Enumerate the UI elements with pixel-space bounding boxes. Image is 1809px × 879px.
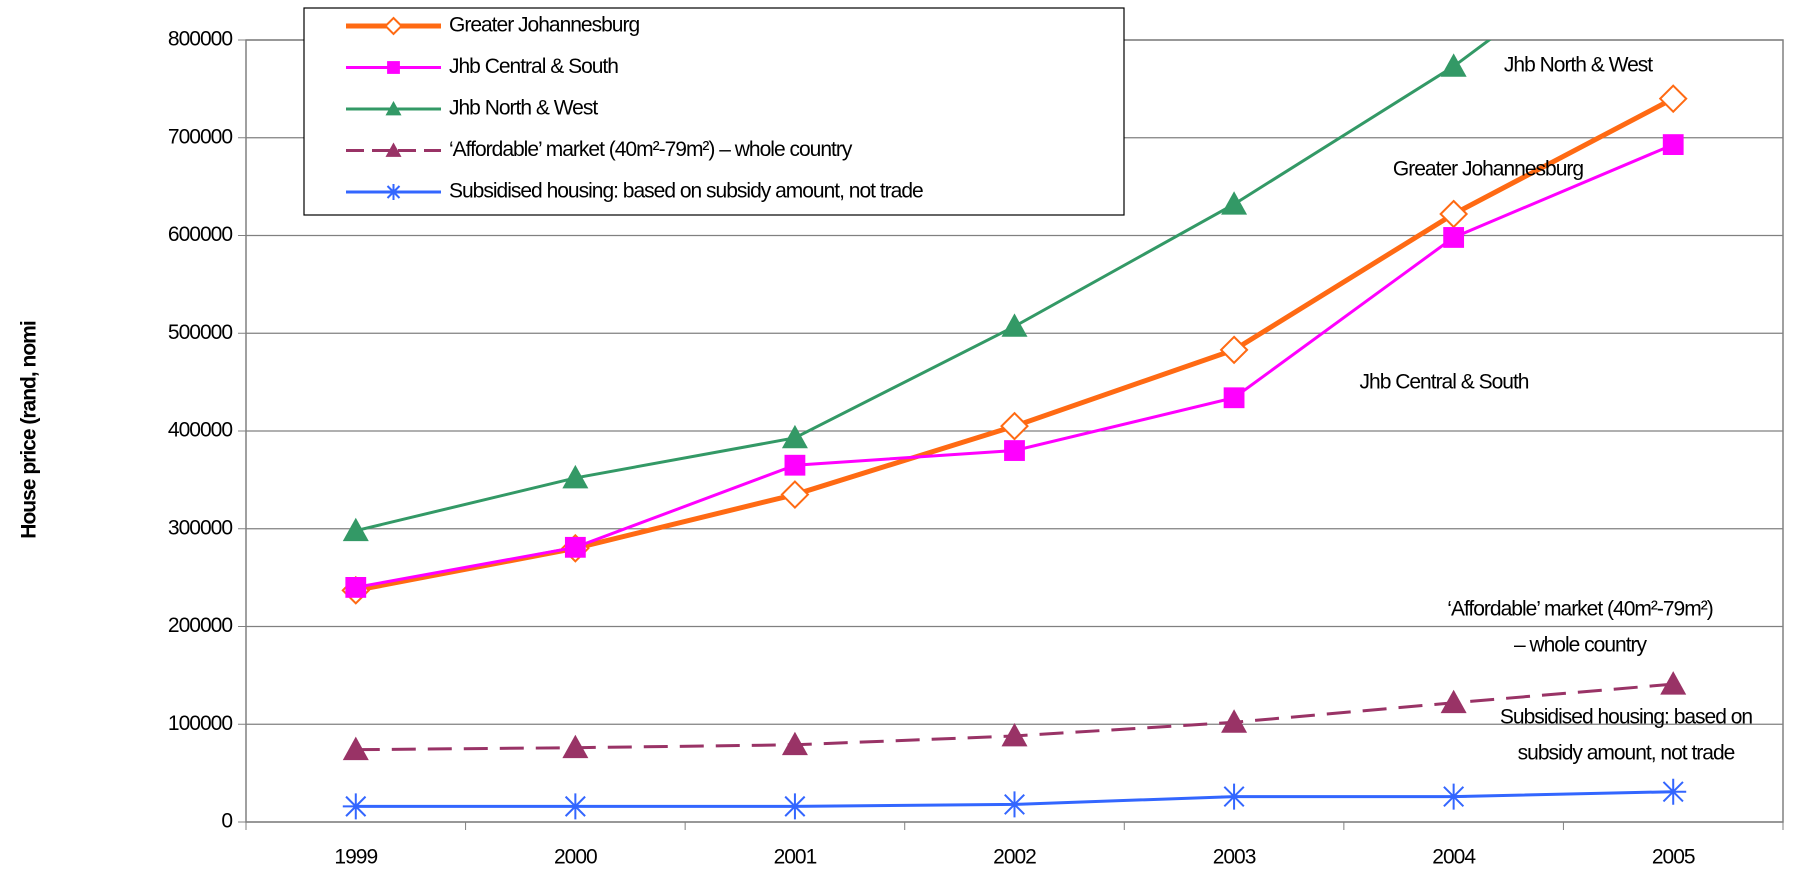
marker — [1223, 387, 1245, 409]
x-tick-label: 2001 — [774, 846, 817, 869]
y-axis-label: House price (rand, nomi — [18, 321, 41, 539]
legend: Greater Johannesburg Jhb Central & South J… — [303, 7, 1125, 216]
marker — [385, 101, 402, 116]
marker — [1001, 791, 1028, 818]
y-tick-label: 500000 — [168, 321, 232, 344]
marker — [384, 16, 403, 36]
marker — [1001, 313, 1028, 337]
marker — [1660, 778, 1687, 805]
x-tick-label: 2003 — [1213, 846, 1256, 869]
y-tick-label: 800000 — [168, 28, 232, 51]
legend-label: Subsidised housing: based on subsidy amo… — [449, 180, 923, 203]
legend-label: ‘Affordable’ market (40m²-79m²) – whole … — [449, 138, 853, 161]
marker — [387, 61, 400, 74]
marker — [1221, 783, 1248, 810]
annotation: – whole country — [1514, 634, 1648, 657]
marker — [342, 793, 369, 820]
y-tick-label: 300000 — [168, 516, 232, 539]
marker — [385, 142, 402, 157]
marker — [342, 736, 369, 761]
marker — [564, 536, 586, 558]
y-tick-label: 200000 — [168, 614, 232, 637]
marker — [781, 424, 808, 449]
y-tick-label: 400000 — [168, 419, 232, 442]
marker — [1440, 53, 1467, 77]
annotation: Subsidised housing: based on — [1500, 706, 1753, 729]
marker — [345, 577, 367, 598]
x-tick-label: 1999 — [334, 846, 377, 869]
plot-series — [341, 40, 1688, 820]
x-tick-label: 2004 — [1432, 846, 1476, 869]
marker — [780, 480, 810, 509]
y-tick-label: 700000 — [168, 125, 232, 148]
annotation: Greater Johannesburg — [1393, 158, 1583, 181]
marker — [1221, 709, 1248, 733]
legend-label: Jhb Central & South — [449, 55, 618, 78]
marker — [342, 517, 369, 542]
marker — [562, 464, 589, 489]
marker — [562, 793, 589, 820]
x-tick-label: 2000 — [554, 846, 597, 869]
marker — [1440, 689, 1467, 714]
x-tick-label: 2002 — [993, 846, 1036, 869]
annotation: subsidy amount, not trade — [1518, 742, 1735, 765]
annotation: Jhb North & West — [1504, 54, 1653, 77]
marker — [1221, 191, 1248, 215]
y-tick-label: 600000 — [168, 223, 232, 246]
x-tick-label: 2005 — [1652, 846, 1695, 869]
marker — [784, 454, 806, 476]
marker — [1001, 722, 1028, 747]
legend-box — [303, 7, 1125, 216]
marker — [1443, 227, 1465, 248]
marker — [1658, 84, 1688, 114]
marker — [562, 734, 589, 759]
marker — [1219, 335, 1249, 365]
marker — [1004, 440, 1025, 461]
y-tick-label: 0 — [221, 810, 232, 833]
legend-label: Greater Johannesburg — [449, 14, 639, 37]
marker — [1440, 783, 1467, 810]
annotation: ‘Affordable’ market (40m²-79m²) — [1447, 598, 1712, 621]
y-tick-label: 100000 — [168, 712, 232, 735]
marker — [1439, 199, 1469, 229]
marker — [781, 793, 808, 820]
marker — [1662, 134, 1684, 155]
legend-label: Jhb North & West — [449, 97, 598, 120]
annotation: Jhb Central & South — [1360, 371, 1529, 394]
marker — [781, 731, 808, 756]
marker — [1000, 411, 1029, 441]
marker — [1660, 671, 1687, 695]
marker — [385, 184, 402, 200]
